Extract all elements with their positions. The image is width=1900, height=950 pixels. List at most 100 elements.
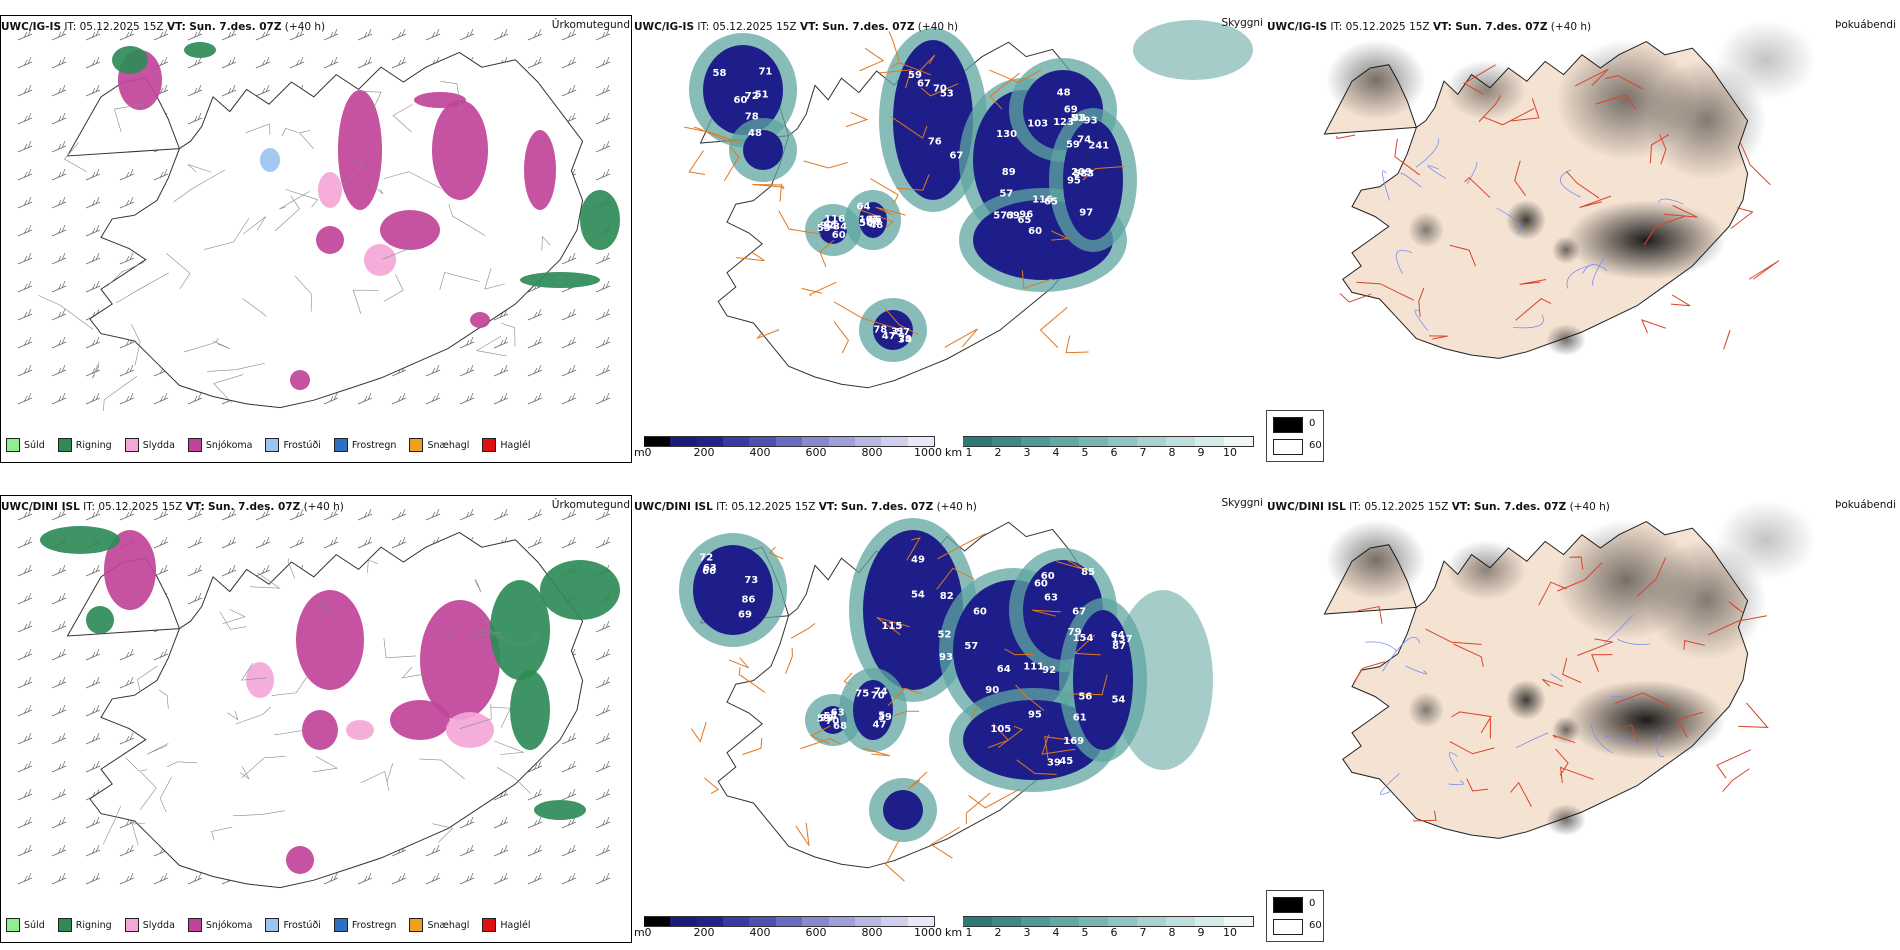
wind-barb xyxy=(85,224,101,237)
wind-barb xyxy=(119,168,135,181)
fog-index-area xyxy=(1408,212,1444,248)
wind-barb xyxy=(357,392,373,405)
wind-barb xyxy=(17,732,33,745)
wind-barb xyxy=(17,140,33,153)
snow-depth-value: 60 xyxy=(1034,578,1048,589)
lead-time: (+40 h) xyxy=(303,501,344,513)
colorbar-tick: 4 xyxy=(1052,446,1060,459)
lead-time: (+40 h) xyxy=(936,501,977,513)
wind-barb xyxy=(357,56,373,69)
wind-barb xyxy=(255,56,271,69)
snow-depth-value: 87 xyxy=(1112,641,1126,652)
fog-index-area xyxy=(1546,324,1586,356)
wind-barb xyxy=(357,28,373,41)
snow-depth-value: 34 xyxy=(898,335,912,346)
wind-barb xyxy=(255,84,271,97)
snow-depth-value: 60 xyxy=(867,217,881,228)
wind-barb xyxy=(289,536,305,549)
wind-barb xyxy=(459,816,475,829)
snow-depth-value: 137 xyxy=(1112,634,1133,645)
wind-barb xyxy=(85,508,101,521)
legend-item: Rigning xyxy=(57,438,112,452)
wind-barb xyxy=(187,564,203,577)
legend-item: Haglél xyxy=(482,438,531,452)
valid-time: Sun. 7.des. 07Z xyxy=(841,501,934,513)
wind-barb xyxy=(17,564,33,577)
legend-swatch xyxy=(57,918,72,932)
fog-index-area xyxy=(1546,804,1586,836)
wind-barb xyxy=(289,56,305,69)
wind-barb xyxy=(153,872,169,885)
snow-depth-area xyxy=(819,216,847,244)
snow-depth-value: 115 xyxy=(881,621,902,632)
wind-barb xyxy=(51,56,67,69)
fog-legend-label: 0 xyxy=(1309,418,1316,429)
wind-barb xyxy=(119,676,135,689)
wind-barb xyxy=(527,760,543,773)
wind-barb xyxy=(51,168,67,181)
wind-barb xyxy=(459,872,475,885)
wind-barb xyxy=(17,816,33,829)
snow-depth-value: 54 xyxy=(1111,695,1125,706)
colorbar-tick: 400 xyxy=(749,446,771,459)
precip-type-panel: UWC/DINI ISL IT: 05.12.2025 15Z VT: Sun.… xyxy=(0,480,632,950)
colorbar-segment xyxy=(775,916,804,927)
colorbar-tick: 3 xyxy=(1023,446,1031,459)
wind-barb xyxy=(561,844,577,857)
snow-depth-value: 86 xyxy=(741,595,755,606)
snow-depth-value: 64 xyxy=(1111,630,1125,641)
wind-barb xyxy=(85,564,101,577)
precip-area xyxy=(380,210,440,250)
snow-depth-value: 154 xyxy=(1073,633,1094,644)
legend-item: Súld xyxy=(6,438,45,452)
snow-depth-value: 74 xyxy=(874,687,888,698)
wind-barb xyxy=(119,648,135,661)
wind-barb xyxy=(357,508,373,521)
wind-barb xyxy=(51,112,67,125)
wind-barb xyxy=(595,788,611,801)
snow-depth-value: 169 xyxy=(1063,736,1084,747)
wind-barb xyxy=(561,872,577,885)
wind-barb xyxy=(425,392,441,405)
snow-depth-value: 93 xyxy=(1084,115,1098,126)
wind-barb xyxy=(85,732,101,745)
colorbar-tick: 9 xyxy=(1197,926,1205,939)
snow-depth-value: 70 xyxy=(825,716,839,727)
panel-variable-label: Skyggni xyxy=(1221,497,1264,509)
precip-area xyxy=(296,590,364,690)
issue-time-label: IT: xyxy=(1330,21,1343,33)
wind-barb xyxy=(85,196,101,209)
wind-barb xyxy=(323,56,339,69)
snow-depth-value: 64 xyxy=(997,664,1011,675)
colorbar-tick: 1 xyxy=(965,446,973,459)
colorbar-tick: 1000 xyxy=(914,926,942,939)
wind-barb xyxy=(493,392,509,405)
legend-item: Frostregn xyxy=(333,918,396,932)
colorbar-tick: 5 xyxy=(1081,926,1089,939)
wind-barb xyxy=(17,364,33,377)
wind-barb xyxy=(493,844,509,857)
wind-barb xyxy=(357,872,373,885)
legend-swatch xyxy=(409,918,424,932)
fog-index-area xyxy=(1716,20,1816,100)
precip-area xyxy=(414,92,466,108)
snow-depth-value: 94 xyxy=(823,221,837,232)
wind-barb xyxy=(527,788,543,801)
wind-barb xyxy=(51,704,67,717)
wind-barb xyxy=(51,872,67,885)
wind-barb xyxy=(561,508,577,521)
snow-depth-value: 72 xyxy=(745,91,759,102)
wind-barb xyxy=(561,84,577,97)
wind-barb xyxy=(119,364,135,377)
snow-depth-value: 60 xyxy=(973,607,987,618)
wind-barb xyxy=(595,168,611,181)
valid-time: Sun. 7.des. 07Z xyxy=(1455,21,1548,33)
wind-barb xyxy=(527,364,543,377)
model-name: UWC/IG-IS xyxy=(634,21,695,33)
wind-barb xyxy=(51,308,67,321)
snow-depth-value: 66 xyxy=(868,215,882,226)
wind-barb xyxy=(255,28,271,41)
snow-depth-value: 61 xyxy=(1073,713,1087,724)
colorbar-unit: m xyxy=(634,926,645,939)
fog-legend-swatch xyxy=(1273,919,1303,935)
